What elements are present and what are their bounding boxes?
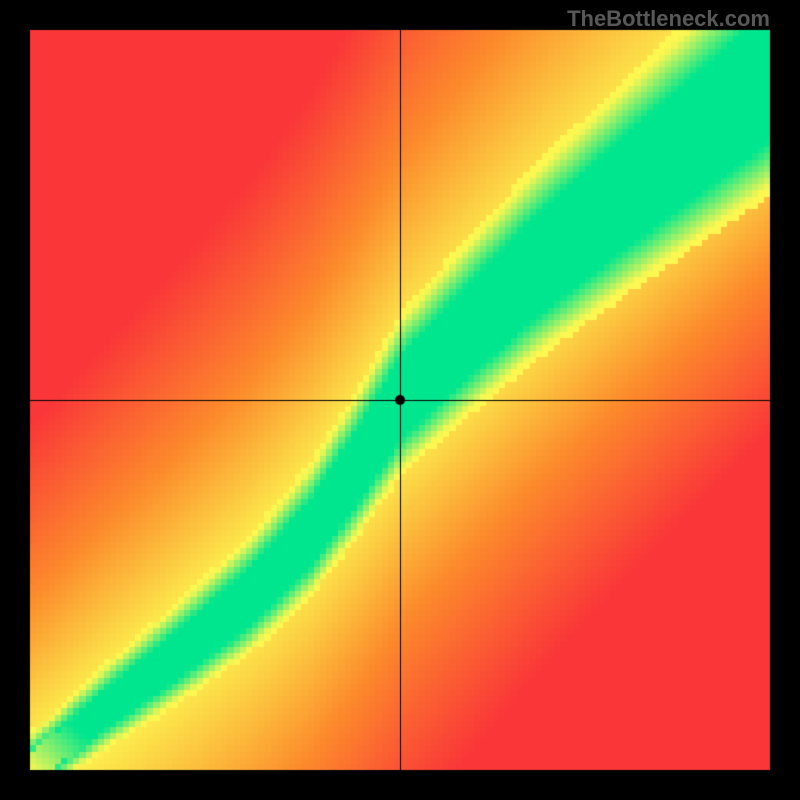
bottleneck-heatmap [0,0,800,800]
watermark-text: TheBottleneck.com [567,6,770,32]
chart-container: TheBottleneck.com [0,0,800,800]
